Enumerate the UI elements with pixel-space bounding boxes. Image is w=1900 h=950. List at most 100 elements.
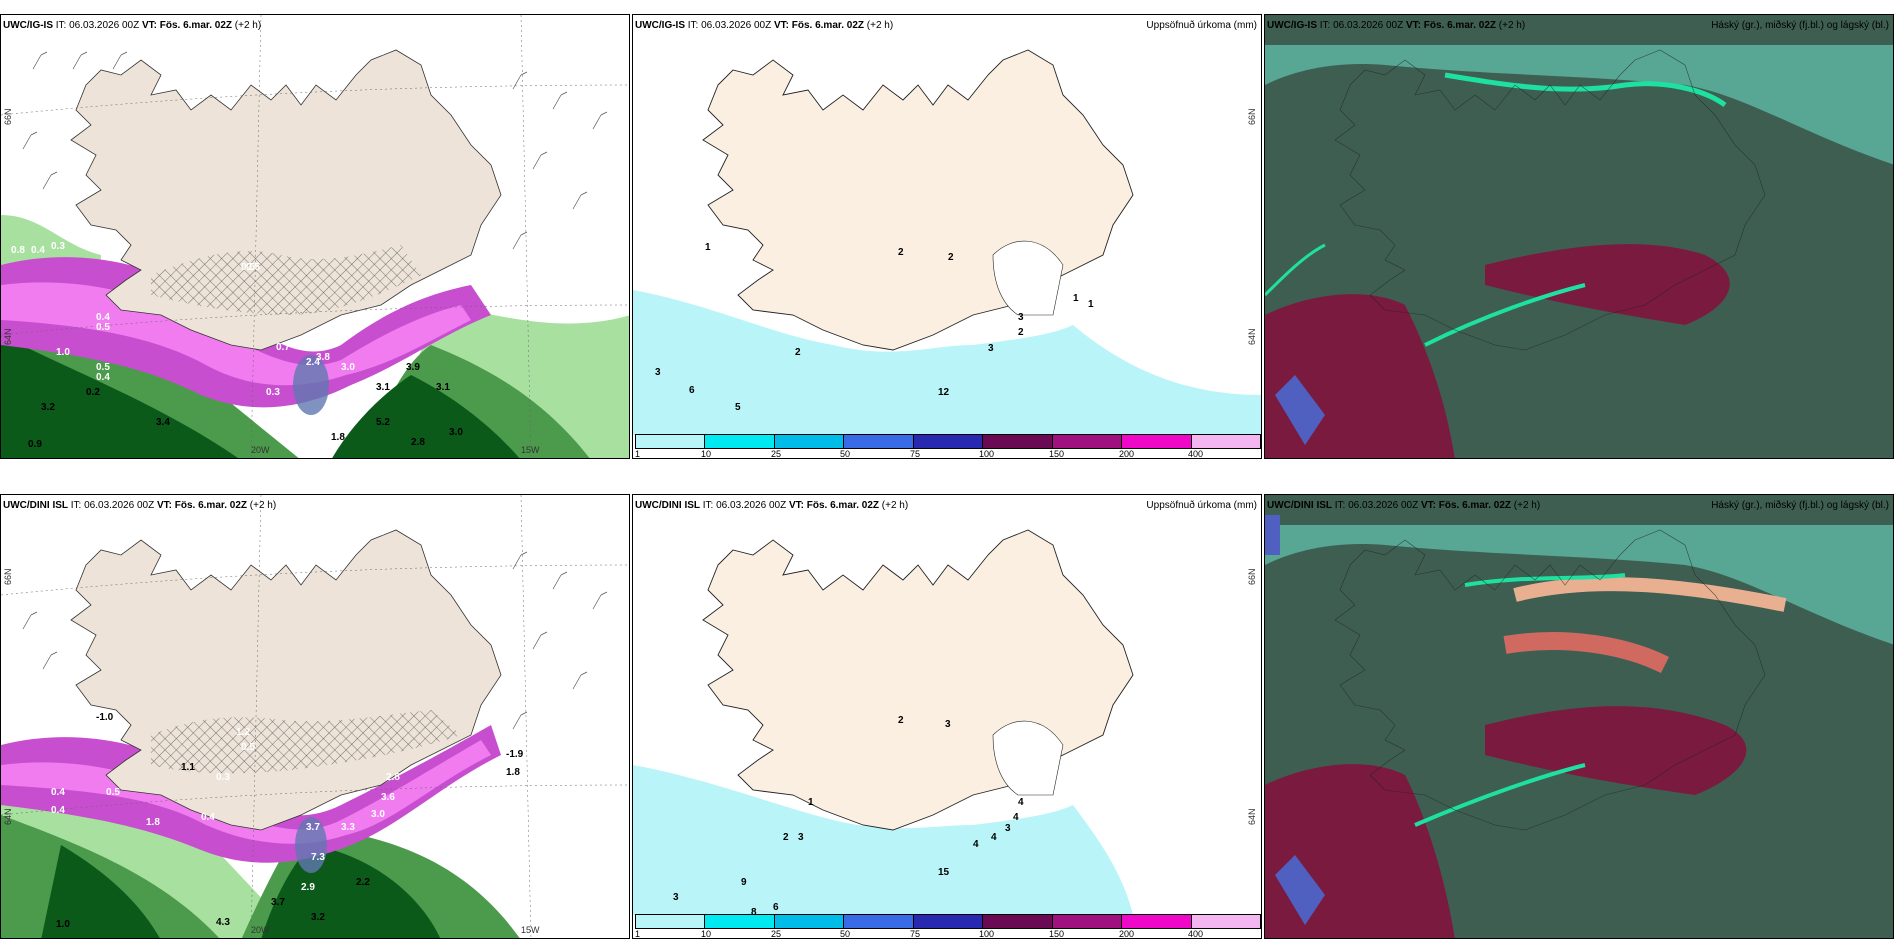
colorbar-tick: 150	[1049, 449, 1065, 459]
temp-value: 2.8	[386, 772, 400, 783]
grid-lines	[1, 495, 629, 938]
temp-value: 0.8	[11, 245, 25, 256]
colorbar-tick: 200	[1119, 449, 1135, 459]
colorbar-swatch	[983, 915, 1053, 928]
colorbar-swatch	[774, 435, 845, 448]
lat-label: 64N	[3, 808, 13, 825]
colorbar-tick: 100	[979, 449, 995, 459]
temp-value: 3.0	[449, 427, 463, 438]
temp-value: 0.5	[241, 742, 255, 753]
lon-label: 20W	[251, 445, 270, 455]
lon-label: 20W	[251, 925, 270, 935]
temp-value: 0.4	[31, 245, 45, 256]
colorbar-tick: 150	[1049, 929, 1065, 939]
panel-header: UWC/DINI ISL IT: 06.03.2026 00Z VT: Fös.…	[3, 500, 277, 511]
precip-value: 4	[1018, 797, 1024, 808]
temp-value: 3.3	[341, 822, 355, 833]
colorbar-swatch	[636, 915, 706, 928]
temp-value: 0.5	[246, 262, 260, 273]
precip-value: 3	[988, 343, 994, 354]
precip-value: 4	[991, 832, 997, 843]
temp-value: -1.9	[506, 749, 524, 760]
colorbar-swatch	[1191, 915, 1260, 928]
temp-value: 1.2	[236, 727, 250, 738]
precip-colorbar: 1 10 25 50 75 100 150 200 400	[635, 914, 1261, 938]
precip-value: 12	[938, 387, 950, 398]
row1-temp-map-panel: UWC/IG-IS IT: 06.03.2026 00Z VT: Fös. 6.…	[0, 14, 630, 459]
wind-barbs	[22, 551, 608, 730]
cloud-map-canvas	[1265, 15, 1893, 458]
temp-value: 3.7	[271, 897, 285, 908]
precip-value: 8	[751, 907, 757, 918]
temp-value: 7.3	[311, 852, 325, 863]
precip-value: 2	[795, 347, 801, 358]
panel-header: UWC/IG-IS IT: 06.03.2026 00Z VT: Fös. 6.…	[635, 20, 894, 31]
colorbar-tick: 75	[910, 449, 921, 459]
temp-value: 3.9	[406, 362, 420, 373]
temp-value: 0.2	[86, 387, 100, 398]
colorbar-swatch	[844, 915, 914, 928]
temp-value: 0.4	[201, 812, 215, 823]
colorbar-tick: 50	[840, 449, 851, 459]
colorbar-swatch	[1191, 435, 1260, 448]
temp-value: 0.5	[96, 322, 110, 333]
temp-value: 3.1	[376, 382, 390, 393]
temp-value: 0.4	[51, 787, 65, 798]
precip-value: 5	[735, 402, 741, 413]
temp-value: 3.2	[311, 912, 325, 923]
panel-title: Uppsöfnuð úrkoma (mm)	[1146, 20, 1257, 31]
lat-label: 66N	[3, 108, 13, 125]
precip-value: 3	[655, 367, 661, 378]
lat-label: 64N	[1247, 808, 1257, 825]
panel-header: UWC/DINI ISL IT: 06.03.2026 00Z VT: Fös.…	[1267, 500, 1541, 511]
temp-value: 3.8	[316, 352, 330, 363]
colorbar-tick: 400	[1188, 449, 1204, 459]
colorbar-swatch	[983, 435, 1053, 448]
precip-value: 2	[1018, 327, 1024, 338]
colorbar-swatch	[844, 435, 914, 448]
precip-value: 2	[898, 247, 904, 258]
precip-value: 9	[741, 877, 747, 888]
precip-value: 3	[673, 892, 679, 903]
precip-value: 3	[798, 832, 804, 843]
colorbar-tick: 10	[701, 929, 712, 939]
temp-labels: 0.8 0.4 0.3 0.4 0.5 0.5 1.0 0.5 0.4 0.7 …	[11, 241, 355, 398]
temp-value: 3.7	[306, 822, 320, 833]
panel-title: Háský (gr.), miðský (fj.bl.) og lágský (…	[1711, 20, 1889, 31]
precip-values: 2 3 1 2 3 4 4 4 3 4 9 6 3 8 15	[673, 715, 1024, 918]
precip-value: 1	[808, 797, 814, 808]
temp-value: 5.2	[376, 417, 390, 428]
temp-value: 3.0	[341, 362, 355, 373]
colorbar-swatch	[1052, 915, 1123, 928]
colorbar-swatch	[1052, 435, 1123, 448]
temp-value: 0.5	[96, 362, 110, 373]
row2-cloud-panel: UWC/DINI ISL IT: 06.03.2026 00Z VT: Fös.…	[1264, 494, 1894, 939]
temp-labels-dark: 3.9 3.1 3.1 5.2 2.8 3.0 1.8 0.9 0.2 3.2 …	[28, 362, 463, 450]
temp-value: 1.8	[146, 817, 160, 828]
precip-value: 3	[1018, 312, 1024, 323]
colorbar-tick: 100	[979, 929, 995, 939]
panel-header: UWC/DINI ISL IT: 06.03.2026 00Z VT: Fös.…	[635, 500, 909, 511]
temp-value: 1.0	[56, 919, 70, 930]
precip-colorbar: 1 10 25 50 75 100 150 200 400	[635, 434, 1261, 458]
precip-value: 6	[689, 385, 695, 396]
colorbar-tick: 1	[635, 449, 641, 459]
precip-map-canvas: 2 3 1 2 3 4 4 4 3 4 9 6 3 8 15	[633, 495, 1261, 918]
lat-label: 64N	[3, 328, 13, 345]
temp-value: 2.9	[301, 882, 315, 893]
colorbar-swatch	[705, 435, 775, 448]
precip-value: 3	[945, 719, 951, 730]
row2-temp-map-panel: UWC/DINI ISL IT: 06.03.2026 00Z VT: Fös.…	[0, 494, 630, 939]
lat-label: 64N	[1247, 328, 1257, 345]
colorbar-swatch	[913, 915, 984, 928]
lat-label: 66N	[1247, 108, 1257, 125]
precip-value: 2	[783, 832, 789, 843]
lon-label: 15W	[521, 925, 540, 935]
temp-value: 0.4	[96, 312, 110, 323]
colorbar-swatch	[636, 435, 706, 448]
temp-value: 0.5	[106, 787, 120, 798]
precip-value: 3	[1005, 823, 1011, 834]
precip-values: 1 2 2 2 3 3 6 5 2 1 12 1 3	[655, 242, 1094, 413]
row2-precip-panel: UWC/DINI ISL IT: 06.03.2026 00Z VT: Fös.…	[632, 494, 1262, 939]
temp-value: 1.1	[181, 762, 195, 773]
